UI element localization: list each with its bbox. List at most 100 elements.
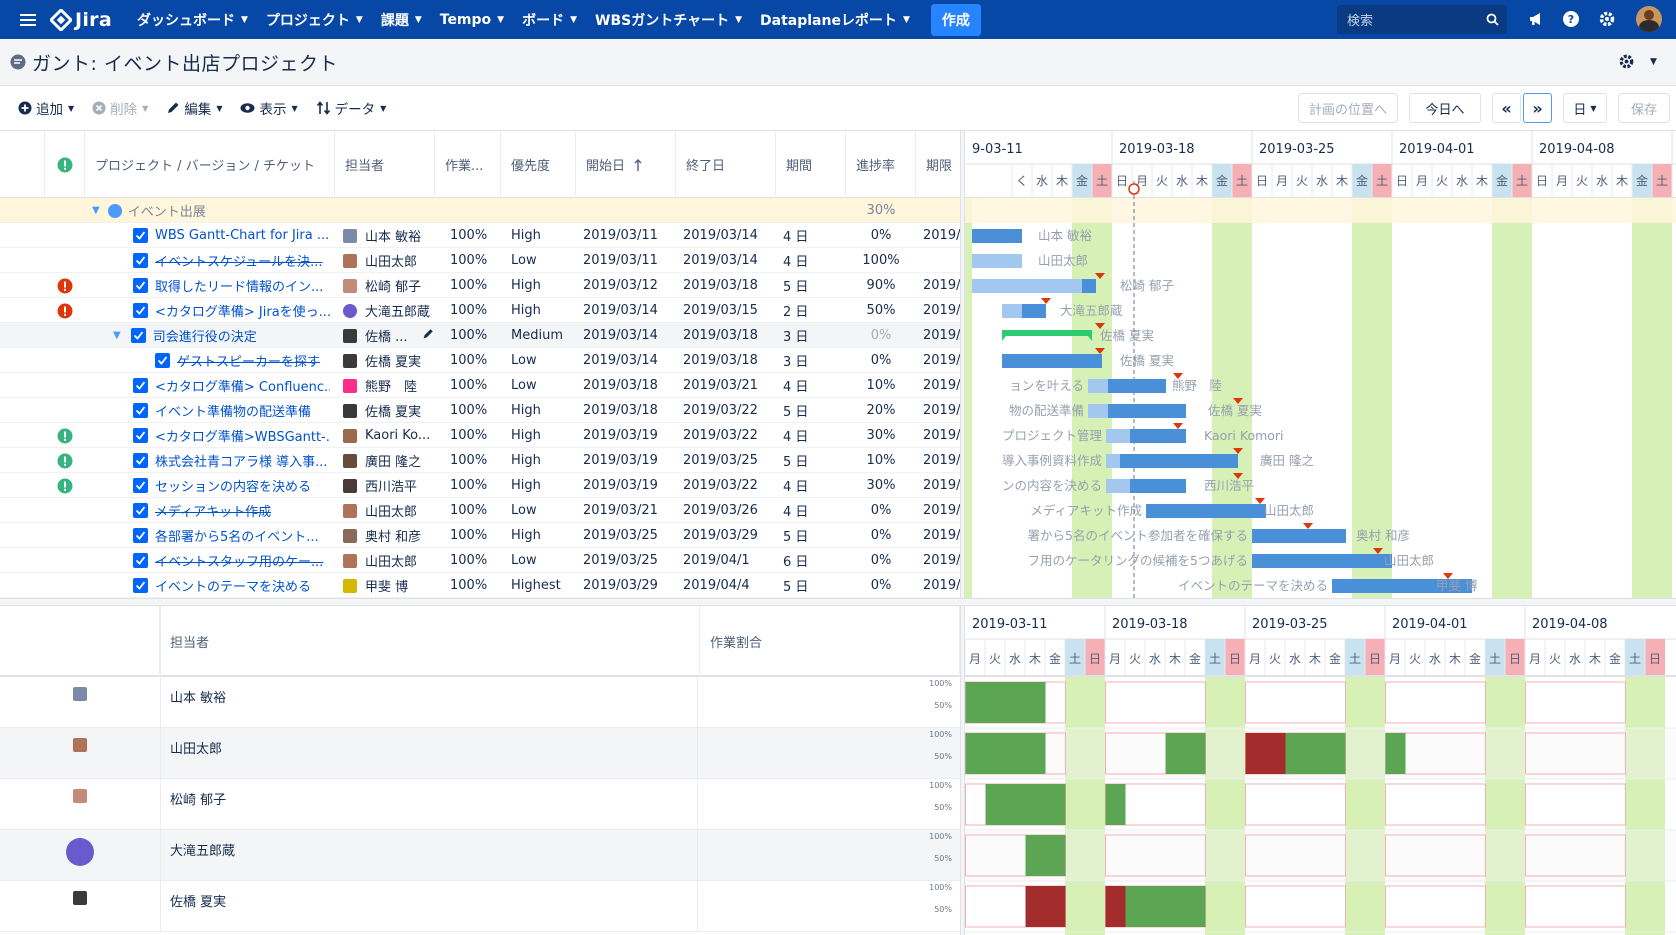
previous-button[interactable]: « bbox=[1492, 93, 1521, 123]
menu-dataplane[interactable]: Dataplaneレポート ▼ bbox=[760, 12, 910, 29]
jira-logo[interactable]: Jira bbox=[50, 8, 112, 31]
resource-header-ratio[interactable]: 作業割合 bbox=[700, 606, 960, 677]
task-row[interactable]: <カタログ準備> Confluenc... 熊野 陸 100% Low 2019/03/… bbox=[0, 373, 960, 398]
task-row[interactable]: <カタログ準備> Jiraを使っ... 大滝五郎蔵 100% High 2019/03/… bbox=[0, 298, 960, 323]
user-avatar[interactable] bbox=[1636, 6, 1662, 32]
resource-row[interactable]: 松崎 郁子 100% 50% bbox=[0, 708, 960, 830]
task-link[interactable]: ゲストスピーカーを探す bbox=[177, 355, 321, 370]
task-checkbox[interactable] bbox=[133, 478, 148, 493]
resource-row[interactable]: 佐橋 夏実 100% 50% bbox=[0, 810, 960, 932]
chevron-down-icon[interactable]: ▼ bbox=[1650, 57, 1657, 67]
horizontal-splitter[interactable] bbox=[0, 598, 1676, 606]
menu-wbs-gantt[interactable]: WBSガントチャート ▼ bbox=[595, 12, 742, 29]
task-link[interactable]: イベント準備物の配送準備 bbox=[155, 405, 312, 420]
resource-canvas[interactable]: 2019-03-11 2019-03-18 2019-03-25 2019-04-01… bbox=[965, 606, 1676, 935]
task-link[interactable]: <カタログ準備> Confluenc... bbox=[155, 380, 330, 395]
task-link[interactable]: イベントのテーマを決める bbox=[155, 580, 312, 595]
task-checkbox[interactable] bbox=[130, 328, 146, 343]
task-link[interactable]: 各部署から5名のイベント... bbox=[155, 530, 319, 545]
task-row[interactable]: イベントのテーマを決める 甲斐 博 100% Highest 2019/03/29 201… bbox=[0, 573, 960, 598]
next-button[interactable]: » bbox=[1523, 93, 1552, 123]
task-row[interactable]: <カタログ準備>WBSGantt-... Kaori Ko... 100% High 2… bbox=[0, 423, 960, 448]
resource-row[interactable]: 山本 敏裕 100% 50% bbox=[0, 606, 960, 728]
task-link[interactable]: WBS Gantt-Chart for Jira ... bbox=[155, 228, 330, 243]
task-checkbox[interactable] bbox=[133, 378, 148, 393]
menu-tempo[interactable]: Tempo ▼ bbox=[439, 11, 505, 28]
task-link[interactable]: 司会進行役の決定 bbox=[152, 330, 257, 345]
search-input[interactable]: 検索 bbox=[1337, 5, 1507, 34]
header-duration[interactable]: 期間 bbox=[776, 131, 846, 198]
add-button[interactable]: 追加 ▼ bbox=[18, 98, 74, 118]
task-row[interactable]: イベントスタッフ用のケー... 山田太郎 100% Low 2019/03/25 2019… bbox=[0, 548, 960, 573]
header-summary[interactable]: プロジェクト / バージョン / チケット bbox=[85, 131, 335, 198]
view-button[interactable]: 表示 ▼ bbox=[240, 98, 298, 118]
duration-cell: 4 日 bbox=[783, 480, 809, 495]
expand-triangle-icon[interactable]: ▼ bbox=[92, 205, 100, 216]
task-row[interactable]: メディアキット作成 山田太郎 100% Low 2019/03/21 2019/03/26… bbox=[0, 498, 960, 523]
work-cell: 100% bbox=[450, 528, 488, 543]
resource-row[interactable]: 大滝五郎蔵 100% 50% bbox=[0, 759, 960, 881]
header-progress[interactable]: 進捗率 bbox=[846, 131, 916, 198]
gantt-canvas[interactable]: 9-03-11 2019-03-18 2019-03-25 2019-04-01 201… bbox=[965, 131, 1676, 598]
task-row[interactable]: イベント準備物の配送準備 佐橋 夏実 100% High 2019/03/18 2019/… bbox=[0, 398, 960, 423]
data-button[interactable]: データ ▼ bbox=[316, 98, 386, 118]
task-checkbox[interactable] bbox=[133, 503, 148, 518]
task-row[interactable]: イベントスケジュールを決... 山田太郎 100% Low 2019/03/11 2019… bbox=[0, 248, 960, 273]
group-row[interactable]: ▼ イベント出展 30% bbox=[0, 198, 960, 223]
create-button[interactable]: 作成 bbox=[930, 3, 981, 36]
header-assignee[interactable]: 担当者 bbox=[335, 131, 435, 198]
task-row[interactable]: WBS Gantt-Chart for Jira ... 山本 敏裕 100% Hig… bbox=[0, 223, 960, 248]
task-checkbox[interactable] bbox=[133, 253, 148, 268]
task-link[interactable]: 株式会社青コアラ様 導入事... bbox=[155, 455, 328, 470]
menu-boards[interactable]: ボード ▼ bbox=[522, 12, 578, 29]
menu-issues[interactable]: 課題 ▼ bbox=[380, 12, 422, 29]
task-checkbox[interactable] bbox=[155, 353, 170, 368]
gear-icon[interactable] bbox=[1618, 53, 1635, 70]
task-link[interactable]: <カタログ準備> Jiraを使っ... bbox=[155, 305, 330, 320]
header-priority[interactable]: 優先度 bbox=[501, 131, 576, 198]
header-start-date[interactable]: 開始日 bbox=[576, 131, 676, 198]
task-checkbox[interactable] bbox=[133, 403, 148, 418]
header-end-date[interactable]: 終了日 bbox=[676, 131, 776, 198]
megaphone-icon[interactable] bbox=[1528, 10, 1546, 28]
plan-position-button[interactable]: 計画の位置へ bbox=[1298, 93, 1398, 123]
task-checkbox[interactable] bbox=[133, 428, 148, 443]
task-link[interactable]: セッションの内容を決める bbox=[155, 480, 312, 495]
task-link[interactable]: メディアキット作成 bbox=[155, 505, 272, 520]
menu-icon[interactable] bbox=[20, 13, 36, 26]
today-button[interactable]: 今日へ bbox=[1409, 93, 1481, 123]
resource-header-assignee[interactable]: 担当者 bbox=[160, 606, 700, 677]
task-checkbox[interactable] bbox=[133, 528, 148, 543]
task-row[interactable]: セッションの内容を決める 西川浩平 100% High 2019/03/19 2019/0… bbox=[0, 473, 960, 498]
task-link[interactable]: 取得したリード情報のイン... bbox=[155, 280, 324, 295]
pencil-icon[interactable] bbox=[422, 328, 434, 344]
task-row[interactable]: ゲストスピーカーを探す 佐橋 夏実 100% Low 2019/03/14 2019/03… bbox=[0, 348, 960, 373]
task-row[interactable]: ▼ 司会進行役の決定 佐橋 ... 100% Medium 2019/03/14 2019/… bbox=[0, 323, 960, 348]
expand-triangle-icon[interactable]: ▼ bbox=[113, 330, 121, 341]
task-checkbox[interactable] bbox=[133, 303, 148, 318]
header-work[interactable]: 作業... bbox=[435, 131, 501, 198]
resource-row[interactable]: 山田太郎 100% 50% bbox=[0, 657, 960, 779]
sunday-column bbox=[1652, 198, 1672, 598]
task-row[interactable]: 各部署から5名のイベント... 奥村 和彦 100% High 2019/03/25 20… bbox=[0, 523, 960, 548]
task-checkbox[interactable] bbox=[133, 453, 148, 468]
settings-gear-icon[interactable] bbox=[1598, 10, 1616, 28]
menu-dashboard[interactable]: ダッシュボード ▼ bbox=[136, 12, 248, 29]
task-link[interactable]: <カタログ準備>WBSGantt-... bbox=[155, 430, 330, 445]
help-icon[interactable]: ? bbox=[1562, 10, 1580, 28]
header-status[interactable] bbox=[45, 131, 85, 198]
task-checkbox[interactable] bbox=[133, 278, 148, 293]
header-due[interactable]: 期限 bbox=[926, 159, 953, 174]
task-row[interactable]: 株式会社青コアラ様 導入事... 廣田 隆之 100% High 2019/03/19 2… bbox=[0, 448, 960, 473]
edit-button[interactable]: 編集 ▼ bbox=[166, 98, 222, 118]
task-link[interactable]: イベントスタッフ用のケー... bbox=[155, 555, 324, 570]
scale-select[interactable]: 日 ▼ bbox=[1563, 93, 1607, 123]
task-checkbox[interactable] bbox=[133, 553, 148, 568]
delete-button[interactable]: 削除 ▼ bbox=[92, 98, 148, 118]
task-row[interactable]: 取得したリード情報のイン... 松崎 郁子 100% High 2019/03/12 20… bbox=[0, 273, 960, 298]
menu-projects[interactable]: プロジェクト ▼ bbox=[265, 12, 363, 29]
save-button[interactable]: 保存 bbox=[1618, 93, 1670, 123]
task-link[interactable]: イベントスケジュールを決... bbox=[155, 255, 323, 270]
task-checkbox[interactable] bbox=[133, 578, 148, 593]
task-checkbox[interactable] bbox=[133, 228, 148, 243]
